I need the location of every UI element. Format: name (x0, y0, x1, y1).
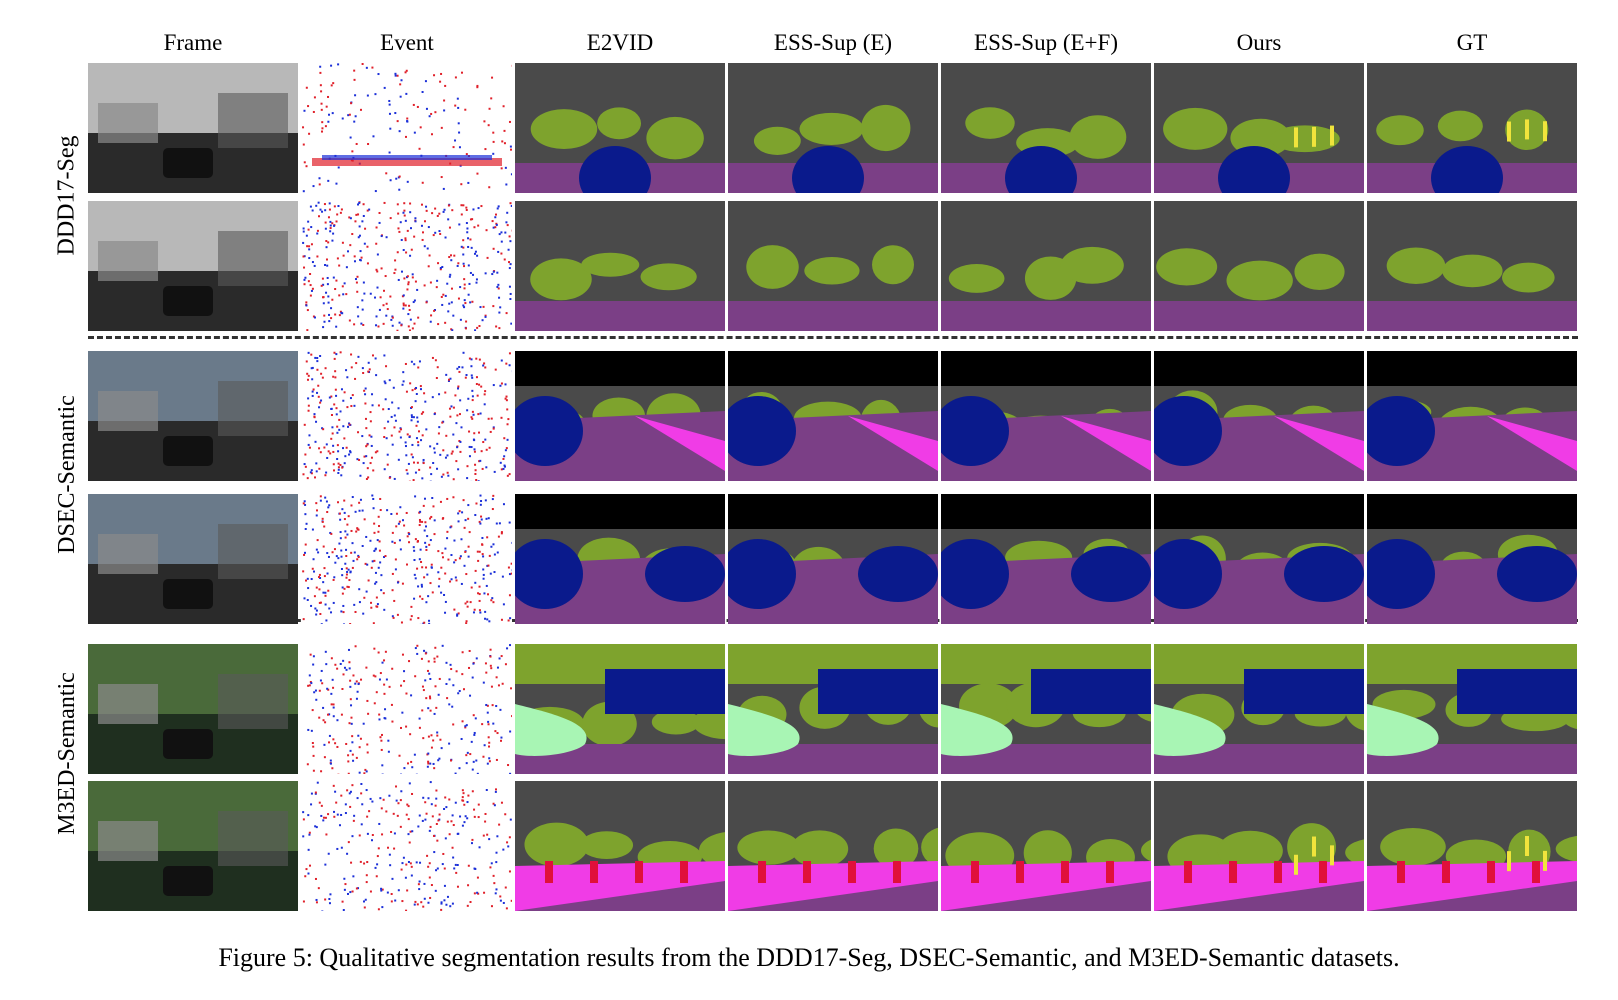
image-frame (88, 644, 298, 774)
image-cell-r3-c0 (88, 494, 298, 624)
image-segmentation (1367, 644, 1577, 774)
image-segmentation (1367, 781, 1577, 911)
image-event (302, 351, 512, 481)
image-frame (88, 351, 298, 481)
image-segmentation (728, 201, 938, 331)
image-cell-r3-c5 (1154, 494, 1364, 624)
image-segmentation (941, 781, 1151, 911)
image-event (302, 644, 512, 774)
column-header-3: ESS-Sup (E) (773, 30, 893, 55)
image-cell-r0-c4 (941, 63, 1151, 193)
image-event (302, 63, 512, 193)
image-event (302, 201, 512, 331)
image-cell-r1-c5 (1154, 201, 1364, 331)
image-cell-r1-c0 (88, 201, 298, 331)
image-cell-r2-c0 (88, 351, 298, 481)
image-cell-r4-c0 (88, 644, 298, 774)
column-header-5: Ours (1236, 30, 1282, 55)
image-cell-r3-c2 (515, 494, 725, 624)
image-segmentation (1154, 494, 1364, 624)
column-header-1: Event (380, 30, 434, 55)
image-cell-r4-c5 (1154, 644, 1364, 774)
image-cell-r4-c1 (302, 644, 512, 774)
image-segmentation (1154, 201, 1364, 331)
image-cell-r1-c1 (302, 201, 512, 331)
image-cell-r2-c6 (1367, 351, 1577, 481)
image-cell-r4-c6 (1367, 644, 1577, 774)
image-cell-r5-c4 (941, 781, 1151, 911)
image-cell-r2-c1 (302, 351, 512, 481)
image-segmentation (515, 351, 725, 481)
image-cell-r1-c3 (728, 201, 938, 331)
image-cell-r4-c2 (515, 644, 725, 774)
image-cell-r1-c4 (941, 201, 1151, 331)
image-cell-r0-c6 (1367, 63, 1577, 193)
image-cell-r2-c4 (941, 351, 1151, 481)
figure-caption: Figure 5: Qualitative segmentation resul… (218, 943, 1400, 972)
image-cell-r3-c1 (302, 494, 512, 624)
image-segmentation (515, 494, 725, 624)
image-segmentation (728, 644, 938, 774)
image-cell-r4-c3 (728, 644, 938, 774)
image-segmentation (941, 351, 1151, 481)
separator-1 (88, 336, 1578, 339)
image-event (302, 494, 512, 624)
image-segmentation (515, 781, 725, 911)
image-frame (88, 63, 298, 193)
image-segmentation (515, 63, 725, 193)
image-segmentation (1367, 494, 1577, 624)
image-cell-r4-c4 (941, 644, 1151, 774)
image-cell-r1-c2 (515, 201, 725, 331)
image-segmentation (941, 63, 1151, 193)
image-cell-r3-c3 (728, 494, 938, 624)
image-cell-r0-c3 (728, 63, 938, 193)
image-cell-r0-c2 (515, 63, 725, 193)
image-frame (88, 494, 298, 624)
image-segmentation (728, 351, 938, 481)
image-segmentation (1154, 63, 1364, 193)
image-segmentation (941, 644, 1151, 774)
image-segmentation (1154, 644, 1364, 774)
image-cell-r2-c2 (515, 351, 725, 481)
image-cell-r0-c5 (1154, 63, 1364, 193)
image-segmentation (1154, 781, 1364, 911)
image-cell-r0-c1 (302, 63, 512, 193)
image-cell-r0-c0 (88, 63, 298, 193)
image-frame (88, 201, 298, 331)
image-segmentation (515, 644, 725, 774)
image-segmentation (515, 201, 725, 331)
image-segmentation (728, 63, 938, 193)
image-cell-r2-c3 (728, 351, 938, 481)
image-segmentation (1367, 351, 1577, 481)
column-header-2: E2VID (586, 30, 654, 55)
image-cell-r5-c3 (728, 781, 938, 911)
image-segmentation (1367, 201, 1577, 331)
image-segmentation (728, 494, 938, 624)
column-header-4: ESS-Sup (E+F) (974, 30, 1118, 55)
image-segmentation (941, 201, 1151, 331)
image-cell-r5-c6 (1367, 781, 1577, 911)
image-cell-r1-c6 (1367, 201, 1577, 331)
image-cell-r5-c0 (88, 781, 298, 911)
image-event (302, 781, 512, 911)
image-cell-r3-c6 (1367, 494, 1577, 624)
image-segmentation (941, 494, 1151, 624)
image-cell-r3-c4 (941, 494, 1151, 624)
column-header-6: GT (1456, 30, 1488, 55)
image-cell-r2-c5 (1154, 351, 1364, 481)
image-segmentation (1154, 351, 1364, 481)
image-cell-r5-c1 (302, 781, 512, 911)
image-segmentation (728, 781, 938, 911)
column-header-0: Frame (163, 30, 223, 55)
image-cell-r5-c5 (1154, 781, 1364, 911)
image-cell-r5-c2 (515, 781, 725, 911)
image-frame (88, 781, 298, 911)
image-segmentation (1367, 63, 1577, 193)
